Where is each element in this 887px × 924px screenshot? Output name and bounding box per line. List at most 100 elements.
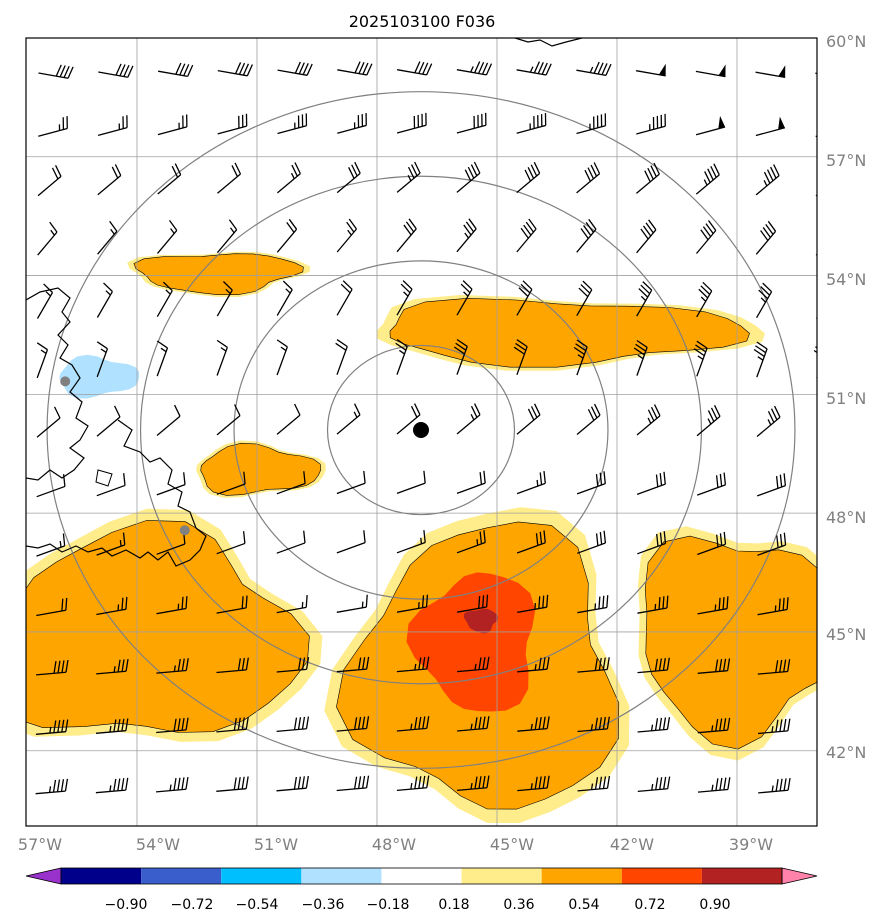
map-frame	[25, 37, 818, 827]
wind-barb	[96, 473, 126, 497]
wind-barb	[637, 595, 669, 614]
coastline-newfoundland	[26, 419, 207, 567]
lat-label: 45°N	[826, 625, 866, 644]
lon-label: 54°W	[136, 835, 180, 854]
lon-label: 42°W	[610, 835, 654, 854]
wind-barb	[276, 595, 308, 614]
colorbar-bin	[301, 868, 382, 884]
wind-barb	[335, 339, 348, 375]
wind-barb	[156, 281, 173, 318]
wind-barb	[96, 596, 128, 616]
wind-barb	[453, 338, 468, 375]
wind-barb	[516, 113, 547, 134]
lon-label: 48°W	[372, 835, 416, 854]
wind-barb	[637, 531, 667, 555]
colorbar	[25, 867, 818, 885]
wind-barb	[276, 657, 310, 673]
wind-barb	[696, 472, 727, 496]
wind-barb	[396, 656, 430, 673]
wind-barb	[97, 164, 122, 196]
colorbar-label: −0.54	[236, 897, 279, 913]
wind-barb	[95, 718, 129, 734]
wind-barb	[633, 339, 648, 376]
wind-barb	[757, 597, 789, 616]
lon-label: 51°W	[254, 835, 298, 854]
colorbar-bin	[61, 868, 142, 884]
wind-barb	[756, 473, 787, 497]
field-region-blue-spot	[59, 354, 140, 399]
wind-barb	[697, 777, 731, 793]
field-region-newfoundland-band	[200, 442, 322, 496]
wind-barb	[636, 281, 653, 317]
wind-barb	[36, 342, 49, 379]
wind-barb	[456, 61, 493, 76]
wind-barb	[576, 113, 607, 135]
wind-barb	[35, 778, 69, 795]
range-ring	[326, 344, 516, 516]
wind-barb	[577, 595, 609, 614]
wind-barb	[157, 62, 194, 78]
wind-barb	[516, 218, 537, 253]
wind-barb	[156, 776, 189, 793]
wind-barb	[36, 474, 66, 498]
field-region-central-south-peak	[463, 608, 499, 634]
wind-barb	[576, 218, 597, 253]
wind-barb	[577, 716, 610, 733]
wind-barb	[516, 470, 546, 495]
lat-label: 51°N	[826, 389, 866, 408]
field-region-central-north-band	[389, 297, 750, 368]
wind-barb	[97, 115, 128, 137]
wind-barb	[636, 219, 657, 254]
wind-barb	[36, 533, 66, 557]
wind-barb	[95, 777, 129, 794]
wind-barb	[276, 403, 301, 435]
wind-barb	[517, 775, 550, 792]
wind-barb	[816, 598, 851, 616]
wind-barb	[216, 657, 249, 674]
wind-barb	[396, 470, 426, 495]
lat-label: 57°N	[826, 151, 866, 170]
wind-barb	[456, 403, 481, 435]
colorbar-label: 0.54	[568, 897, 599, 913]
wind-barb	[576, 61, 612, 77]
wind-barb	[813, 534, 848, 557]
wind-barb	[637, 776, 671, 793]
wind-barb	[695, 115, 726, 136]
wind-barb	[813, 474, 848, 497]
colorbar-bin	[141, 868, 222, 884]
wind-barb	[516, 161, 541, 194]
wind-barb	[336, 470, 366, 495]
wind-barb	[276, 716, 310, 733]
wind-barb	[695, 163, 720, 195]
colorbar-bin	[381, 868, 462, 884]
wind-barb	[697, 658, 731, 674]
colorbar-bin	[221, 868, 302, 884]
wind-barb	[156, 658, 189, 674]
coastline-islet	[95, 469, 113, 487]
wind-barb	[337, 113, 367, 134]
wind-barb	[396, 530, 426, 554]
colorbar-extend-high	[781, 867, 818, 885]
wind-barb	[696, 281, 713, 318]
wind-barb	[636, 404, 661, 436]
site-marker	[179, 525, 190, 536]
wind-barb	[696, 405, 721, 437]
wind-barb	[216, 531, 246, 555]
wind-barb	[37, 221, 58, 256]
wind-barb	[276, 162, 301, 194]
wind-barb	[336, 161, 361, 194]
wind-barb	[156, 404, 181, 436]
graticule	[26, 38, 817, 826]
wind-barb	[755, 116, 786, 137]
wind-barb	[516, 280, 533, 316]
wind-barb	[517, 716, 550, 732]
wind-barb	[336, 656, 370, 673]
wind-barb	[216, 716, 249, 733]
colorbar-label: 0.18	[438, 897, 469, 913]
wind-barb	[456, 218, 477, 253]
wind-barb	[517, 594, 549, 614]
wind-barb	[36, 597, 68, 617]
wind-barb	[336, 218, 358, 253]
wind-barb	[636, 113, 666, 135]
wind-barb	[156, 596, 188, 615]
